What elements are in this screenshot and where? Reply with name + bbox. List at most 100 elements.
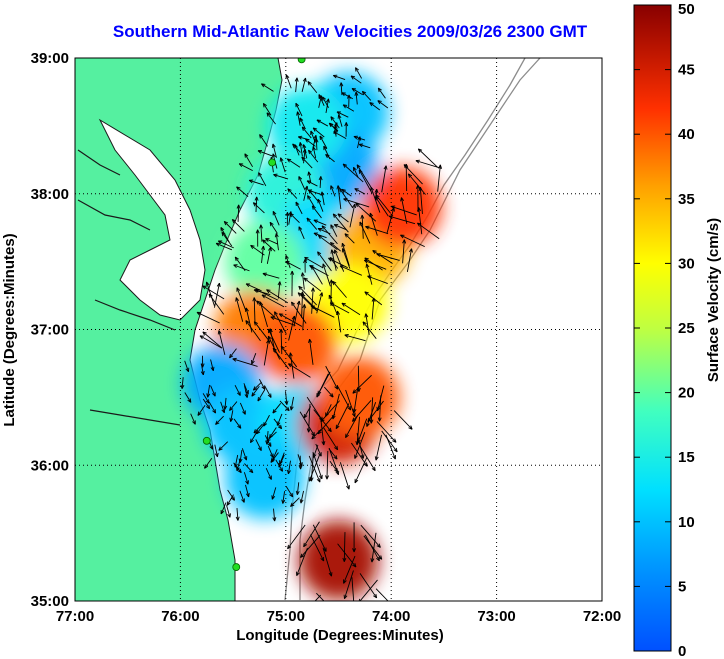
velocity-arrowhead	[404, 163, 409, 168]
velocity-arrowhead	[346, 485, 350, 490]
velocity-arrowhead	[272, 409, 277, 414]
velocity-arrowhead	[268, 246, 272, 252]
velocity-arrowhead	[307, 195, 312, 200]
velocity-arrowhead	[236, 287, 241, 292]
velocity-arrowhead	[438, 164, 442, 169]
velocity-arrowhead	[302, 304, 307, 309]
velocity-arrow	[264, 385, 272, 398]
velocity-arrow	[204, 457, 213, 469]
velocity-arrowhead	[367, 417, 372, 423]
velocity-arrowhead	[217, 240, 223, 245]
velocity-arrow	[343, 532, 346, 562]
velocity-arrow	[417, 148, 439, 168]
radar-station-0	[297, 58, 306, 64]
velocity-arrow	[402, 239, 405, 264]
velocity-arrow	[306, 217, 318, 230]
velocity-arrowhead	[209, 445, 214, 450]
velocity-arrow	[269, 221, 278, 234]
velocity-arrow	[332, 280, 347, 298]
velocity-arrow	[245, 484, 250, 498]
velocity-arrowhead	[206, 393, 211, 398]
velocity-arrowhead	[352, 389, 357, 394]
velocity-arrowhead	[325, 475, 330, 480]
velocity-arrow	[406, 248, 413, 273]
velocity-arrow	[269, 427, 277, 439]
velocity-arrowhead	[257, 150, 263, 154]
colorbar-tick-label: 5	[678, 578, 686, 595]
velocity-arrow	[315, 138, 318, 151]
velocity-arrowhead	[300, 291, 305, 296]
velocity-arrow	[227, 489, 235, 501]
velocity-arrowhead	[316, 119, 321, 124]
velocity-arrow	[265, 467, 272, 480]
velocity-arrow	[364, 257, 383, 271]
velocity-arrow	[287, 460, 291, 474]
velocity-arrow	[273, 508, 276, 522]
velocity-arrowhead	[383, 165, 388, 170]
velocity-arrowhead	[304, 185, 309, 191]
velocity-arrowhead	[342, 163, 348, 168]
velocity-arrowhead	[325, 98, 330, 103]
velocity-arrowhead	[316, 393, 321, 398]
velocity-arrowhead	[251, 359, 255, 365]
velocity-arrowhead	[274, 233, 279, 238]
velocity-arrowhead	[244, 153, 249, 158]
velocity-arrowhead	[255, 229, 260, 234]
velocity-arrow	[303, 185, 308, 201]
velocity-arrowhead	[271, 457, 276, 462]
velocity-arrow	[355, 91, 358, 105]
velocity-arrow	[359, 573, 378, 599]
velocity-arrow	[381, 165, 387, 193]
velocity-arrow	[243, 472, 249, 485]
velocity-arrowhead	[317, 198, 322, 204]
colorbar-tick-label: 0	[678, 643, 686, 659]
velocity-arrowhead	[318, 474, 323, 480]
velocity-arrowhead	[345, 433, 349, 439]
velocity-arrow	[210, 359, 214, 371]
velocity-arrow	[322, 547, 332, 577]
velocity-arrow	[301, 272, 305, 290]
velocity-arrowhead	[318, 176, 323, 181]
velocity-arrowhead	[417, 148, 423, 153]
velocity-arrow	[266, 289, 289, 304]
velocity-arrow	[350, 75, 362, 84]
velocity-arrow	[312, 524, 327, 552]
radar-stations	[202, 58, 306, 571]
velocity-cell-15	[319, 357, 400, 438]
velocity-arrowhead	[220, 509, 225, 515]
velocity-arrowhead	[303, 259, 308, 264]
velocity-arrow	[279, 400, 290, 411]
velocity-arrowhead	[259, 134, 264, 139]
velocity-arrowhead	[205, 281, 210, 286]
velocity-arrow	[229, 401, 238, 411]
velocity-arrow	[297, 454, 303, 467]
velocity-arrow	[352, 400, 372, 422]
velocity-arrowhead	[341, 242, 346, 248]
velocity-arrow	[257, 389, 266, 402]
velocity-arrow	[300, 490, 304, 504]
velocity-arrowhead	[259, 224, 264, 229]
velocity-arrowhead	[216, 282, 221, 288]
colorbar-label: Surface Velocity (cm/s)	[705, 218, 722, 382]
velocity-arrow	[371, 532, 377, 563]
velocity-arrowhead	[337, 114, 342, 119]
velocity-arrowhead	[347, 406, 352, 411]
velocity-arrowhead	[321, 441, 326, 446]
velocity-arrow	[342, 104, 355, 112]
velocity-arrow	[361, 214, 364, 239]
velocity-arrowhead	[232, 357, 237, 362]
velocity-arrowhead	[352, 548, 357, 553]
velocity-arrow	[202, 393, 210, 404]
velocity-arrow	[400, 234, 425, 248]
velocity-arrowhead	[278, 313, 284, 318]
velocity-arrowhead	[366, 422, 370, 427]
velocity-arrowhead	[205, 399, 210, 404]
velocity-arrowhead	[374, 188, 379, 194]
velocity-arrow	[359, 446, 376, 471]
velocity-arrow	[332, 393, 340, 420]
velocity-arrow	[309, 339, 314, 365]
velocity-arrowhead	[376, 253, 381, 257]
velocity-arrowhead	[298, 226, 303, 231]
velocity-arrowhead	[392, 455, 396, 460]
velocity-arrow	[359, 221, 371, 244]
